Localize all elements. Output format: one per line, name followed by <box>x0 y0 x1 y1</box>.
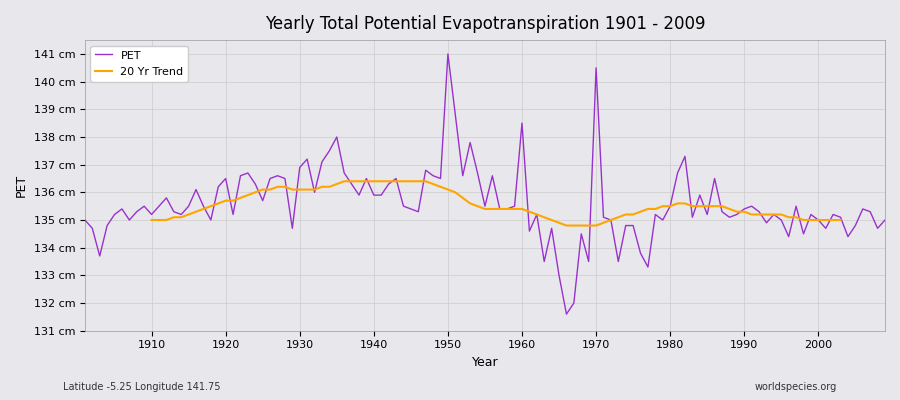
PET <box>561 312 572 316</box>
20 Yr Trend <box>509 206 520 211</box>
PET <box>443 52 454 56</box>
PET <box>139 204 149 208</box>
PET <box>620 223 631 228</box>
PET <box>517 121 527 126</box>
20 Yr Trend <box>346 179 357 184</box>
PET <box>346 182 357 186</box>
X-axis label: Year: Year <box>472 356 499 369</box>
20 Yr Trend <box>517 206 527 211</box>
Text: Latitude -5.25 Longitude 141.75: Latitude -5.25 Longitude 141.75 <box>63 382 220 392</box>
Y-axis label: PET: PET <box>15 174 28 197</box>
20 Yr Trend <box>606 218 616 222</box>
20 Yr Trend <box>302 187 312 192</box>
Line: 20 Yr Trend: 20 Yr Trend <box>151 181 841 226</box>
Text: worldspecies.org: worldspecies.org <box>755 382 837 392</box>
PET <box>879 218 890 222</box>
Title: Yearly Total Potential Evapotranspiration 1901 - 2009: Yearly Total Potential Evapotranspiratio… <box>265 15 706 33</box>
PET <box>524 229 535 234</box>
PET <box>302 157 312 162</box>
Legend: PET, 20 Yr Trend: PET, 20 Yr Trend <box>91 46 188 82</box>
PET <box>79 218 90 222</box>
Line: PET: PET <box>85 54 885 314</box>
